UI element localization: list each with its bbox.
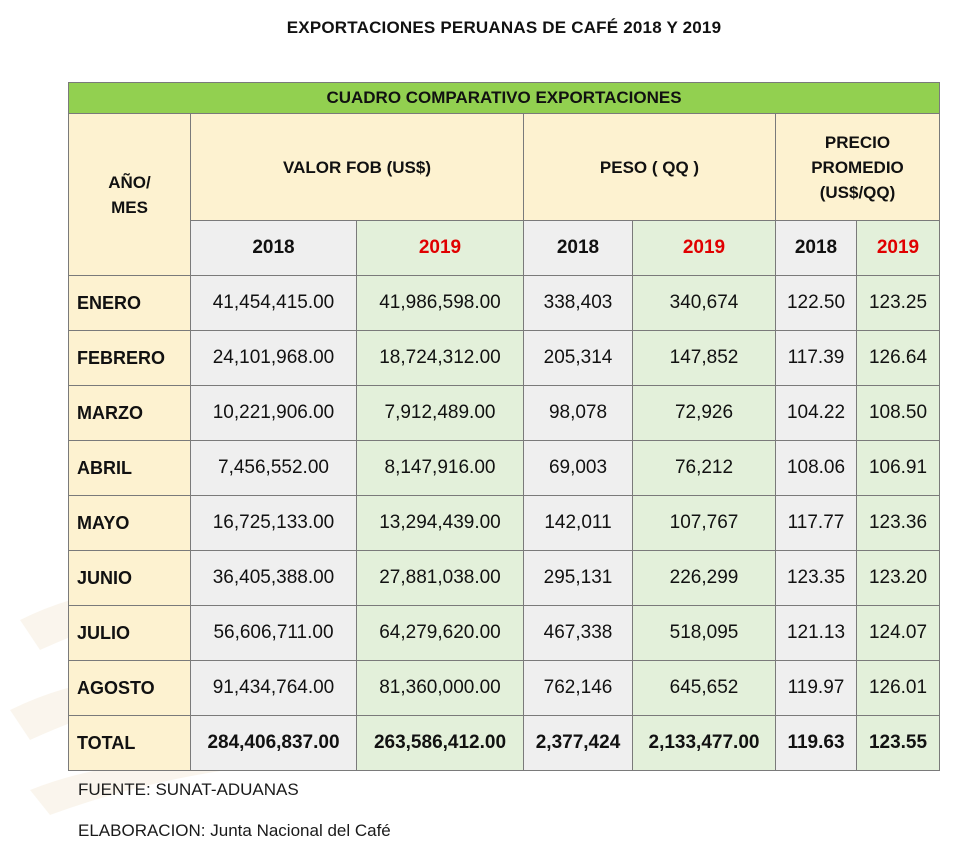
cell-precio-2019: 123.25 [856, 275, 940, 331]
cell-precio-2019: 126.01 [856, 660, 940, 716]
cell-precio-2019: 106.91 [856, 440, 940, 496]
cell-valor-2019: 41,986,598.00 [356, 275, 524, 331]
cell-precio-2019: 108.50 [856, 385, 940, 441]
cell-valor-2019: 27,881,038.00 [356, 550, 524, 606]
header-precio-label: PRECIO PROMEDIO (US$/QQ) [811, 132, 904, 202]
table-row: ABRIL 7,456,552.00 8,147,916.00 69,003 7… [68, 440, 940, 496]
header-valor-fob: VALOR FOB (US$) [190, 113, 524, 221]
cell-valor-2019: 18,724,312.00 [356, 330, 524, 386]
table-row: MAYO 16,725,133.00 13,294,439.00 142,011… [68, 495, 940, 551]
cell-precio-2019: 124.07 [856, 605, 940, 661]
cell-peso-2018: 69,003 [523, 440, 633, 496]
row-month: ABRIL [68, 440, 191, 496]
table-row: AGOSTO 91,434,764.00 81,360,000.00 762,1… [68, 660, 940, 716]
table-row: JULIO 56,606,711.00 64,279,620.00 467,33… [68, 605, 940, 661]
row-month: JUNIO [68, 550, 191, 606]
cell-peso-2018: 295,131 [523, 550, 633, 606]
cell-peso-2019: 107,767 [632, 495, 776, 551]
total-precio-2019: 123.55 [856, 715, 940, 771]
total-peso-2019: 2,133,477.00 [632, 715, 776, 771]
table-row: ENERO 41,454,415.00 41,986,598.00 338,40… [68, 275, 940, 331]
cell-valor-2018: 36,405,388.00 [190, 550, 357, 606]
year-header-peso-2019: 2019 [632, 220, 776, 276]
header-peso: PESO ( QQ ) [523, 113, 776, 221]
cell-peso-2018: 98,078 [523, 385, 633, 441]
cell-precio-2018: 119.97 [775, 660, 857, 716]
row-month: ENERO [68, 275, 191, 331]
table-total-row: TOTAL 284,406,837.00 263,586,412.00 2,37… [68, 715, 940, 771]
cell-peso-2019: 72,926 [632, 385, 776, 441]
cell-valor-2019: 13,294,439.00 [356, 495, 524, 551]
year-header-precio-2018: 2018 [775, 220, 857, 276]
page-title: EXPORTACIONES PERUANAS DE CAFÉ 2018 Y 20… [286, 18, 722, 37]
cell-precio-2018: 108.06 [775, 440, 857, 496]
table-row: MARZO 10,221,906.00 7,912,489.00 98,078 … [68, 385, 940, 441]
total-peso-2018: 2,377,424 [523, 715, 633, 771]
row-month: FEBRERO [68, 330, 191, 386]
year-header-peso-2018: 2018 [523, 220, 633, 276]
total-precio-2018: 119.63 [775, 715, 857, 771]
cell-valor-2019: 64,279,620.00 [356, 605, 524, 661]
cell-precio-2019: 126.64 [856, 330, 940, 386]
cell-valor-2018: 16,725,133.00 [190, 495, 357, 551]
cell-valor-2019: 8,147,916.00 [356, 440, 524, 496]
cell-precio-2019: 123.36 [856, 495, 940, 551]
year-header-valor-2018: 2018 [190, 220, 357, 276]
table-row: JUNIO 36,405,388.00 27,881,038.00 295,13… [68, 550, 940, 606]
cell-peso-2019: 645,652 [632, 660, 776, 716]
row-month: AGOSTO [68, 660, 191, 716]
row-month: MARZO [68, 385, 191, 441]
cell-valor-2018: 7,456,552.00 [190, 440, 357, 496]
cell-precio-2018: 117.39 [775, 330, 857, 386]
cell-precio-2018: 122.50 [775, 275, 857, 331]
cell-valor-2018: 56,606,711.00 [190, 605, 357, 661]
year-header-precio-2019: 2019 [856, 220, 940, 276]
header-year-month: AÑO/ MES [68, 113, 191, 276]
cell-peso-2019: 76,212 [632, 440, 776, 496]
cell-peso-2019: 226,299 [632, 550, 776, 606]
year-header-valor-2019: 2019 [356, 220, 524, 276]
cell-valor-2019: 7,912,489.00 [356, 385, 524, 441]
table-band-title: CUADRO COMPARATIVO EXPORTACIONES [68, 82, 940, 114]
footer-elaboration: ELABORACION: Junta Nacional del Café [78, 821, 391, 840]
table-row: FEBRERO 24,101,968.00 18,724,312.00 205,… [68, 330, 940, 386]
cell-valor-2018: 24,101,968.00 [190, 330, 357, 386]
cell-valor-2018: 10,221,906.00 [190, 385, 357, 441]
cell-precio-2018: 123.35 [775, 550, 857, 606]
cell-peso-2018: 142,011 [523, 495, 633, 551]
cell-peso-2018: 467,338 [523, 605, 633, 661]
footer-source: FUENTE: SUNAT-ADUANAS [78, 780, 299, 799]
cell-valor-2018: 41,454,415.00 [190, 275, 357, 331]
cell-peso-2019: 340,674 [632, 275, 776, 331]
cell-peso-2018: 205,314 [523, 330, 633, 386]
cell-valor-2019: 81,360,000.00 [356, 660, 524, 716]
cell-peso-2019: 518,095 [632, 605, 776, 661]
cell-peso-2018: 762,146 [523, 660, 633, 716]
cell-precio-2018: 117.77 [775, 495, 857, 551]
cell-valor-2018: 91,434,764.00 [190, 660, 357, 716]
cell-precio-2018: 104.22 [775, 385, 857, 441]
header-precio-promedio: PRECIO PROMEDIO (US$/QQ) [775, 113, 940, 221]
total-valor-2019: 263,586,412.00 [356, 715, 524, 771]
total-label: TOTAL [68, 715, 191, 771]
cell-peso-2019: 147,852 [632, 330, 776, 386]
export-comparison-table: CUADRO COMPARATIVO EXPORTACIONES AÑO/ ME… [68, 82, 940, 771]
row-month: JULIO [68, 605, 191, 661]
row-month: MAYO [68, 495, 191, 551]
total-valor-2018: 284,406,837.00 [190, 715, 357, 771]
header-year-month-label: AÑO/ MES [108, 172, 151, 217]
cell-precio-2019: 123.20 [856, 550, 940, 606]
cell-precio-2018: 121.13 [775, 605, 857, 661]
cell-peso-2018: 338,403 [523, 275, 633, 331]
